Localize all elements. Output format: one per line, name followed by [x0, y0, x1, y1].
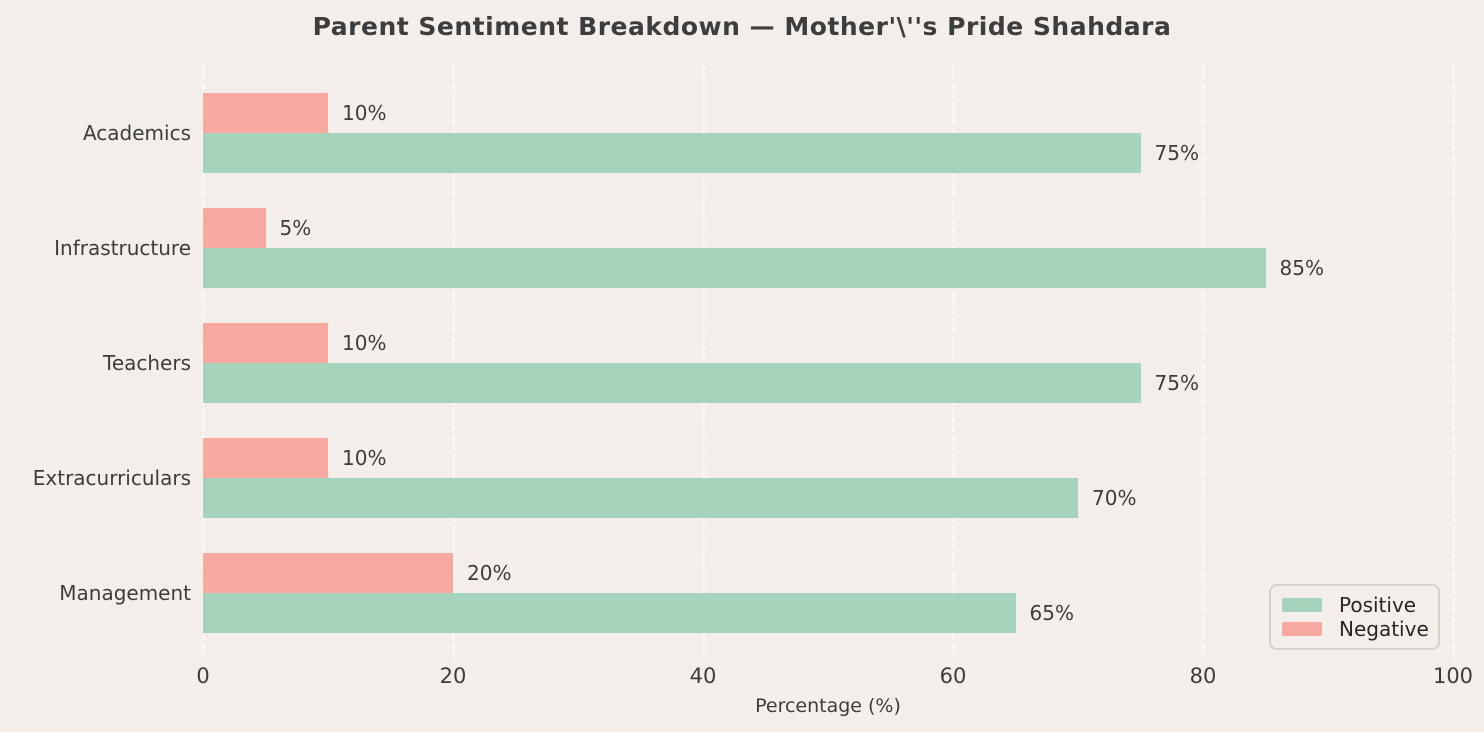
gridline: [702, 65, 705, 658]
bar-positive: [203, 133, 1141, 173]
legend-item-negative: Negative: [1282, 617, 1429, 641]
category-label: Teachers: [103, 351, 191, 375]
value-label: 20%: [467, 561, 512, 585]
x-tick-label: 60: [939, 664, 967, 688]
value-label: 75%: [1154, 371, 1199, 395]
category-label: Management: [59, 581, 191, 605]
x-tick-label: 0: [196, 664, 210, 688]
chart-title: Parent Sentiment Breakdown — Mother'\''s…: [312, 12, 1172, 41]
gridline: [952, 65, 955, 658]
bar-negative: [203, 323, 328, 363]
bar-positive: [203, 478, 1078, 518]
gridline: [452, 65, 455, 658]
x-tick-label: 40: [689, 664, 717, 688]
gridline: [1452, 65, 1455, 658]
bar-positive: [203, 593, 1016, 633]
value-label: 65%: [1029, 601, 1074, 625]
legend-item-positive: Positive: [1282, 594, 1426, 616]
value-label: 10%: [342, 331, 387, 355]
legend: Positive Negative: [1269, 584, 1440, 650]
value-label: 70%: [1092, 486, 1137, 510]
bar-positive: [203, 363, 1141, 403]
bar-negative: [203, 208, 266, 248]
category-label: Academics: [82, 121, 191, 145]
legend-label-positive: Positive: [1339, 593, 1417, 617]
x-tick-label: 80: [1189, 664, 1217, 688]
legend-swatch-negative: [1282, 622, 1322, 636]
value-label: 75%: [1154, 141, 1199, 165]
bar-negative: [203, 93, 328, 133]
gridline: [1202, 65, 1205, 658]
value-label: 85%: [1279, 256, 1324, 280]
category-label: Extracurriculars: [32, 466, 191, 490]
value-label: 10%: [342, 101, 387, 125]
x-tick-label: 20: [439, 664, 467, 688]
x-tick-label: 100: [1432, 664, 1474, 688]
legend-swatch-positive: [1282, 598, 1322, 612]
value-label: 10%: [342, 446, 387, 470]
legend-label-negative: Negative: [1339, 617, 1429, 641]
x-axis-label: Percentage (%): [755, 695, 901, 717]
category-label: Infrastructure: [54, 236, 191, 260]
bar-positive: [203, 248, 1266, 288]
bar-negative: [203, 438, 328, 478]
value-label: 5%: [279, 216, 312, 240]
bar-negative: [203, 553, 453, 593]
plot-area: 10% 75% 5% 85% 10% 75% 10% 70% 20% 65%: [202, 65, 1455, 658]
